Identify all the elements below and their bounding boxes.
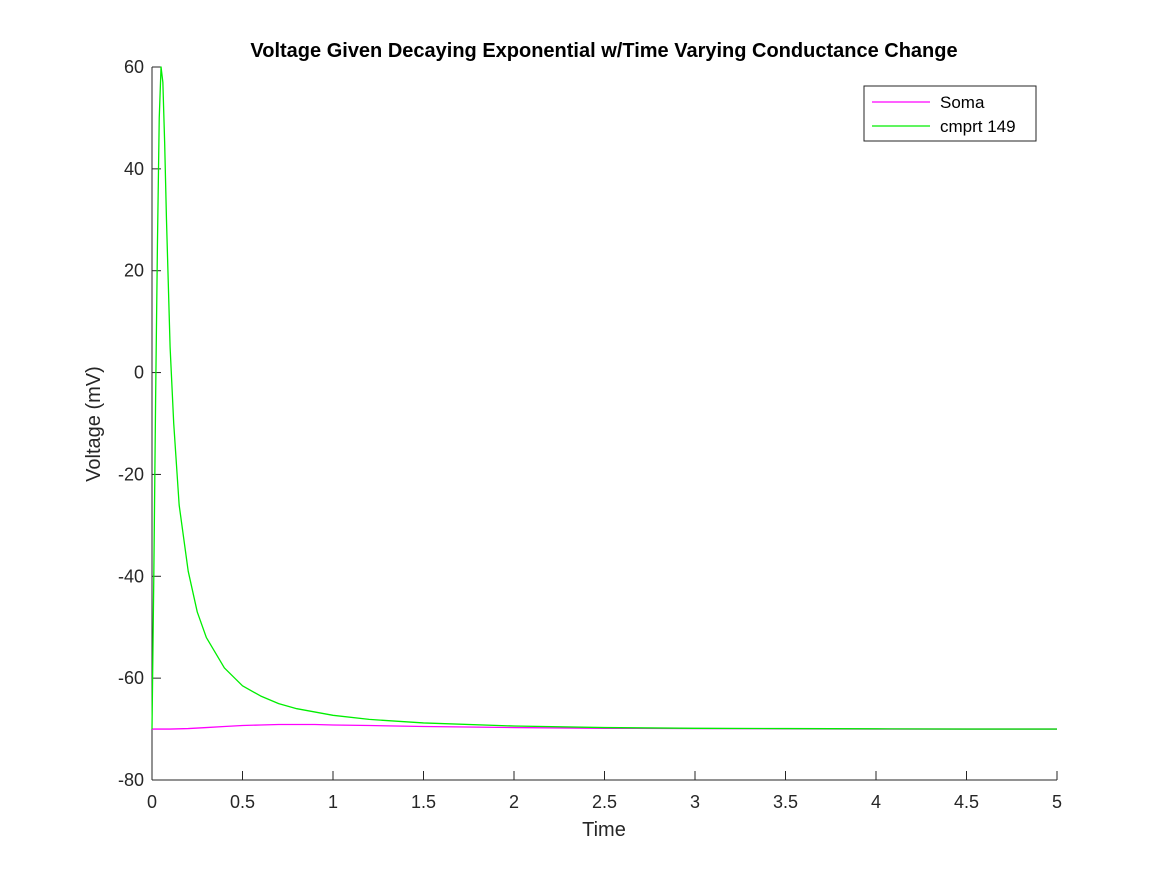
y-tick-label: -60 <box>118 668 144 688</box>
y-tick-label: -80 <box>118 770 144 790</box>
y-tick-label: -40 <box>118 566 144 586</box>
series-line-2 <box>151 66 1057 730</box>
plot-axes <box>151 67 1057 781</box>
legend-entry: cmprt 149 <box>940 117 1016 136</box>
y-tick-label: 60 <box>124 57 144 77</box>
x-tick-label: 2.5 <box>592 792 617 812</box>
y-tick-label: 0 <box>134 363 144 383</box>
x-tick-label: 3.5 <box>773 792 798 812</box>
legend-entry: Soma <box>940 93 985 112</box>
x-tick-label: 2 <box>509 792 519 812</box>
x-tick-label: 1.5 <box>411 792 436 812</box>
x-axis-label: Time <box>582 819 626 841</box>
tick-group: 0 0.5 1 1.5 2 2.5 3 3.5 4 4.5 5 -80 -60 -40 -20 0 20 40 60 <box>118 57 1062 812</box>
chart-title: Voltage Given Decaying Exponential w/Tim… <box>250 40 957 62</box>
legend-box <box>863 85 1037 142</box>
x-tick-label: 1 <box>328 792 338 812</box>
y-tick-label: -20 <box>118 464 144 484</box>
y-tick-label: 40 <box>124 159 144 179</box>
y-tick-label: 20 <box>124 261 144 281</box>
x-tick-label: 5 <box>1052 792 1062 812</box>
x-tick-label: 4.5 <box>954 792 979 812</box>
y-axis-label: Voltage (mV) <box>83 366 105 482</box>
x-tick-label: 4 <box>871 792 881 812</box>
series-lines <box>151 66 1057 730</box>
x-tick-label: 0 <box>147 792 157 812</box>
x-tick-label: 3 <box>690 792 700 812</box>
x-tick-label: 0.5 <box>230 792 255 812</box>
legend: Soma cmprt 149 <box>863 85 1037 142</box>
